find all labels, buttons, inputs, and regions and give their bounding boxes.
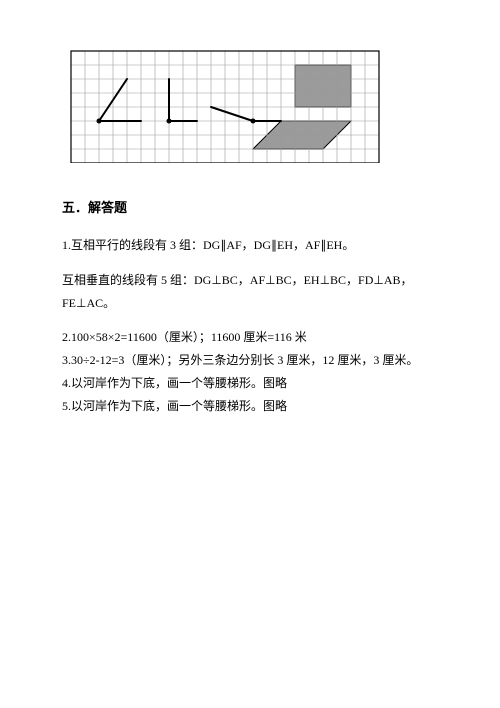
section-title: 五．解答题 bbox=[62, 197, 438, 216]
answer-line-3: 2.100×58×2=11600（厘米）；11600 厘米=116 米 bbox=[62, 326, 438, 349]
page: 五．解答题 1.互相平行的线段有 3 组：DG∥AF，DG∥EH，AF∥EH。 … bbox=[0, 0, 500, 708]
answer-line-4: 3.30÷2-12=3（厘米）；另外三条边分别长 3 厘米，12 厘米，3 厘米… bbox=[62, 349, 438, 372]
spacer bbox=[62, 314, 438, 326]
spacer bbox=[62, 257, 438, 269]
answer-line-1: 1.互相平行的线段有 3 组：DG∥AF，DG∥EH，AF∥EH。 bbox=[62, 234, 438, 257]
grid-figure bbox=[62, 48, 392, 163]
answer-line-6: 5.以河岸作为下底，画一个等腰梯形。图略 bbox=[62, 395, 438, 418]
answer-line-2: 互相垂直的线段有 5 组：DG⊥BC，AF⊥BC，EH⊥BC，FD⊥AB，FE⊥… bbox=[62, 269, 438, 315]
answer-line-5: 4.以河岸作为下底，画一个等腰梯形。图略 bbox=[62, 372, 438, 395]
